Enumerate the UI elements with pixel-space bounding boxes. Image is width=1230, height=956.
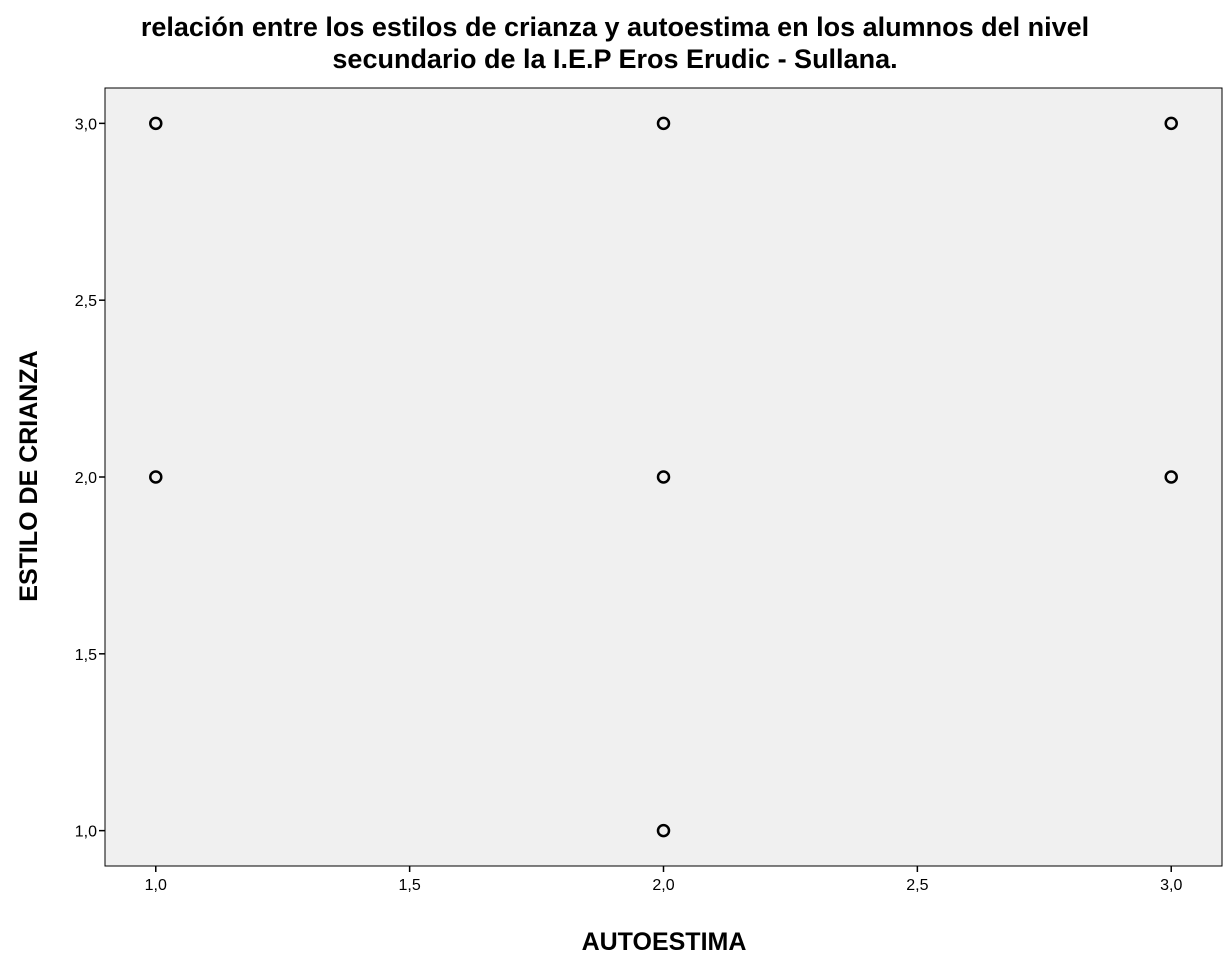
scatter-point bbox=[656, 823, 671, 838]
x-tick-label: 1,0 bbox=[145, 877, 167, 894]
scatter-point bbox=[1164, 470, 1178, 484]
scatter-point bbox=[1164, 116, 1178, 131]
chart-title-line-1: relación entre los estilos de crianza y … bbox=[141, 12, 1089, 42]
scatter-point bbox=[656, 470, 671, 484]
chart-title-line-2: secundario de la I.E.P Eros Erudic - Sul… bbox=[332, 44, 897, 74]
data-points bbox=[149, 116, 1178, 838]
y-tick-label: 1,5 bbox=[75, 647, 97, 664]
scatter-point bbox=[656, 116, 671, 131]
y-tick-label: 2,0 bbox=[75, 470, 97, 487]
y-tick-label: 3,0 bbox=[75, 116, 97, 133]
y-axis-ticks: 1,0 1,5 2,0 2,5 3,0 bbox=[75, 116, 105, 841]
x-axis-ticks: 1,0 1,5 2,0 2,5 3,0 bbox=[145, 866, 1182, 894]
y-axis-title: ESTILO DE CRIANZA bbox=[15, 350, 43, 601]
x-tick-label: 2,5 bbox=[906, 877, 928, 894]
x-tick-label: 2,0 bbox=[652, 877, 674, 894]
x-tick-label: 3,0 bbox=[1160, 877, 1182, 894]
y-tick-label: 1,0 bbox=[75, 824, 97, 841]
scatter-point bbox=[149, 470, 163, 484]
x-axis-title: AUTOESTIMA bbox=[582, 928, 747, 956]
scatter-point bbox=[149, 116, 163, 131]
x-tick-label: 1,5 bbox=[399, 877, 421, 894]
y-tick-label: 2,5 bbox=[75, 293, 97, 310]
plot-area bbox=[104, 87, 1223, 867]
